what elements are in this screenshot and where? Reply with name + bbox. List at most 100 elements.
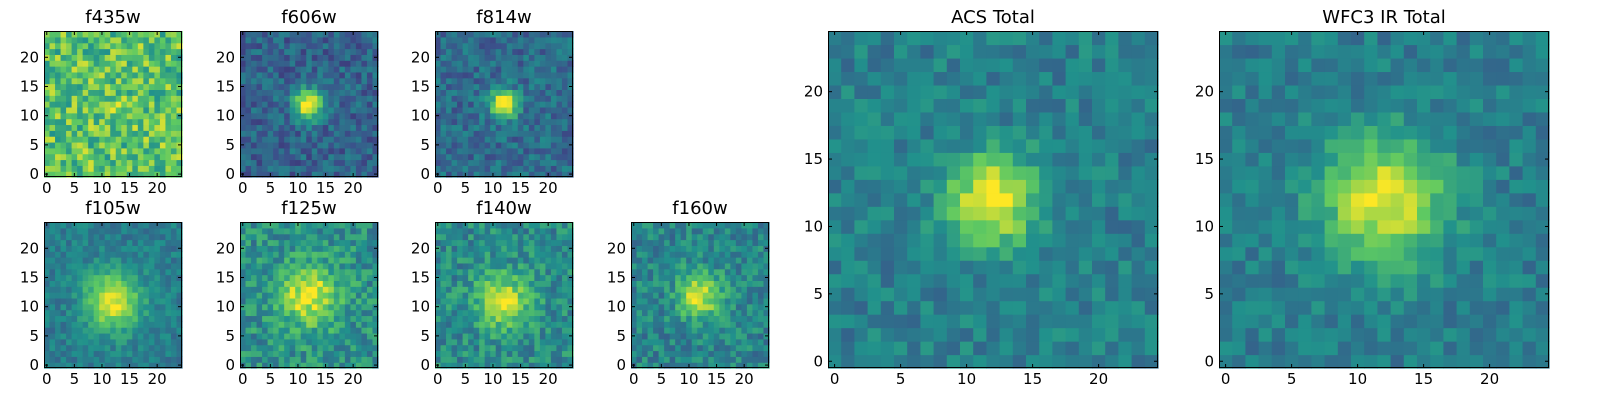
heatmap-cell (251, 66, 258, 73)
heatmap-cell (306, 136, 313, 143)
heatmap-cell (539, 262, 546, 270)
heatmap-cell (71, 54, 78, 61)
heatmap-cell (143, 42, 150, 50)
heatmap-cell (60, 356, 67, 363)
heatmap-cell (137, 303, 144, 311)
heatmap-cell (176, 280, 183, 287)
heatmap-cell (741, 315, 748, 322)
heatmap-cell (284, 222, 291, 229)
heatmap-cell (132, 286, 139, 293)
heatmap-cell (372, 222, 379, 229)
heatmap-cell (137, 332, 144, 340)
heatmap-cell (361, 95, 368, 102)
heatmap-cell (132, 315, 139, 322)
heatmap-cell (1026, 206, 1040, 221)
heatmap-cell (126, 327, 133, 334)
heatmap-cell (366, 344, 374, 352)
panel-title: ACS Total (951, 7, 1035, 28)
heatmap-cell (278, 286, 285, 293)
heatmap-cell (344, 141, 351, 149)
heatmap-cell (99, 95, 106, 102)
heatmap-cell (115, 130, 122, 137)
heatmap-cell (517, 153, 524, 161)
heatmap-cell (512, 112, 519, 120)
heatmap-cell (55, 153, 62, 161)
heatmap-cell (322, 130, 329, 137)
heatmap-cell (251, 280, 258, 287)
heatmap-cell (973, 260, 987, 275)
heatmap-cell (273, 332, 280, 340)
heatmap-cell (339, 71, 346, 79)
heatmap-cell (446, 31, 453, 38)
heatmap-cell (680, 315, 687, 322)
heatmap-cell (350, 60, 357, 67)
heatmap-cell (262, 153, 269, 161)
heatmap-cell (642, 303, 649, 311)
heatmap-cell (267, 292, 274, 299)
heatmap-cell (550, 257, 558, 264)
heatmap-cell (713, 268, 720, 276)
heatmap-cell (339, 239, 346, 246)
heatmap-cell (55, 130, 62, 137)
heatmap-cell (148, 303, 155, 311)
heatmap-cell (457, 147, 464, 155)
heatmap-cell (289, 315, 296, 322)
heatmap-cell (44, 286, 51, 293)
heatmap-cell (82, 362, 89, 369)
heatmap-cell (567, 315, 574, 322)
heatmap-cell (752, 350, 759, 357)
heatmap-cell (653, 350, 660, 357)
heatmap-cell (539, 101, 546, 108)
heatmap-cell (355, 344, 363, 352)
y-tick-label: 5 (29, 136, 39, 154)
heatmap-cell (545, 309, 552, 317)
heatmap-cell (1078, 219, 1093, 234)
heatmap-cell (446, 350, 453, 357)
heatmap-cell (1092, 354, 1106, 369)
heatmap-cell (495, 350, 502, 357)
heatmap-cell (550, 42, 558, 50)
heatmap-cell (642, 350, 649, 357)
heatmap-cell (366, 262, 374, 270)
heatmap-cell (1092, 233, 1106, 248)
heatmap-cell (468, 321, 475, 328)
heatmap-cell (697, 344, 704, 352)
heatmap-cell (344, 165, 351, 172)
heatmap-cell (561, 350, 569, 357)
heatmap-cell (71, 303, 78, 311)
heatmap-cell (104, 112, 111, 120)
heatmap-cell (82, 262, 89, 270)
heatmap-cell (110, 356, 117, 363)
heatmap-cell (545, 292, 552, 299)
heatmap-cell (355, 268, 363, 276)
heatmap-cell (176, 251, 183, 258)
heatmap-cell (741, 344, 748, 352)
heatmap-cell (126, 280, 133, 287)
heatmap-cell (517, 338, 524, 346)
heatmap-cell (462, 118, 469, 126)
heatmap-cell (278, 257, 285, 264)
heatmap-cell (468, 315, 475, 322)
heatmap-cell (539, 153, 546, 161)
heatmap-cell (545, 124, 552, 131)
heatmap-cell (159, 153, 167, 161)
heatmap-cell (999, 300, 1014, 315)
heatmap-cell (165, 71, 172, 79)
heatmap-cell (528, 165, 535, 172)
heatmap-cell (523, 338, 530, 346)
heatmap-cell (93, 60, 100, 67)
heatmap-cell (344, 268, 351, 276)
heatmap-cell (317, 118, 324, 126)
heatmap-cell (669, 292, 676, 299)
heatmap-cell (55, 297, 62, 305)
x-tick-label: 15 (120, 179, 139, 197)
x-tick-label: 5 (70, 370, 80, 388)
panel-f435w: f435w 0 5 10 15 20 0 5 10 15 20 (20, 7, 183, 197)
heatmap-cell (126, 309, 133, 317)
heatmap-cell (165, 327, 172, 334)
heatmap-cell (506, 89, 513, 96)
heatmap-cell (713, 327, 720, 334)
heatmap-cell (322, 303, 329, 311)
heatmap-cell (534, 60, 541, 67)
heatmap-cell (66, 124, 73, 131)
